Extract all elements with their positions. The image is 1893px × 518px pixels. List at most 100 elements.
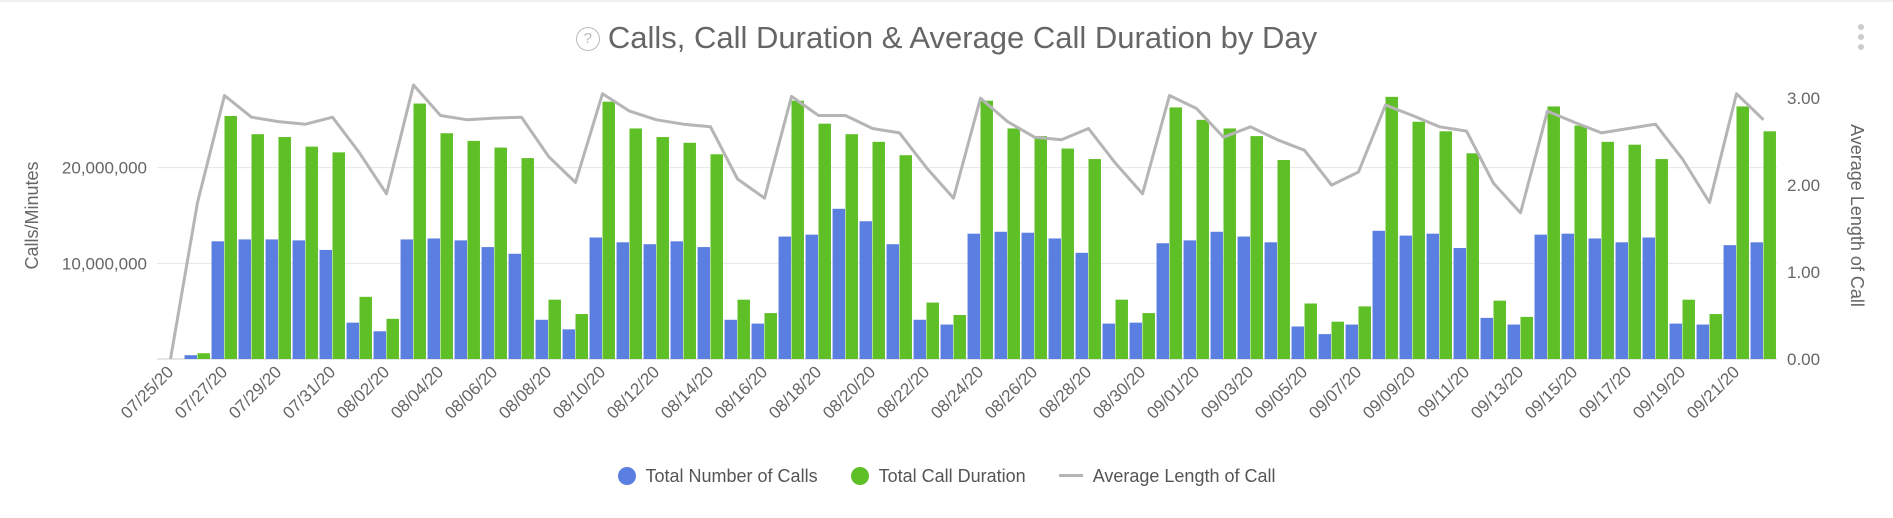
bar-total-duration	[386, 318, 399, 359]
bar-total-calls	[1507, 324, 1520, 359]
x-tick-label: 09/07/20	[1305, 362, 1365, 422]
bar-total-calls	[913, 319, 926, 359]
bar-total-calls	[805, 234, 818, 359]
bar-total-duration	[710, 154, 723, 359]
bar-total-calls	[211, 241, 224, 359]
bar-total-duration	[1709, 314, 1722, 359]
bar-total-duration	[656, 137, 669, 359]
y2-axis-title: Average Length of Call	[1847, 124, 1867, 307]
bar-total-calls	[1723, 245, 1736, 359]
x-tick-label: 08/22/20	[873, 362, 933, 422]
bar-total-calls	[643, 244, 656, 359]
legend-duration-swatch	[850, 467, 869, 485]
line-average-length	[169, 83, 1765, 360]
bar-total-duration	[1196, 119, 1209, 359]
bar-total-calls	[400, 239, 413, 359]
bar-total-duration	[872, 141, 885, 359]
bar-total-calls	[1453, 248, 1466, 359]
bar-total-duration	[1088, 159, 1101, 359]
bar-total-duration	[413, 103, 426, 359]
bar-total-calls	[562, 329, 575, 359]
bar-total-duration	[683, 142, 696, 359]
x-tick-label: 09/15/20	[1521, 362, 1581, 422]
bar-total-duration	[467, 140, 480, 359]
bar-total-calls	[1102, 323, 1115, 359]
legend-average-label: Average Length of Call	[1092, 466, 1276, 486]
bar-total-calls	[1642, 237, 1655, 359]
bar-total-duration	[1115, 299, 1128, 359]
bar-total-duration	[764, 313, 777, 359]
x-tick-label: 08/16/20	[711, 362, 771, 422]
legend-duration-label: Total Call Duration	[878, 466, 1026, 486]
bar-total-calls	[481, 247, 494, 359]
legend-calls-swatch	[617, 467, 636, 485]
bar-total-calls	[1615, 242, 1628, 359]
bar-total-duration	[926, 302, 939, 359]
bar-total-calls	[346, 322, 359, 359]
bar-total-duration	[953, 314, 966, 359]
bar-total-duration	[332, 152, 345, 359]
bar-total-duration	[1682, 299, 1695, 359]
x-tick-label: 09/17/20	[1575, 362, 1635, 422]
x-tick-label: 08/28/20	[1035, 362, 1095, 422]
bar-total-duration	[521, 158, 534, 359]
legend-item-calls[interactable]: Total Number of Calls	[617, 466, 818, 487]
bar-total-calls	[1183, 240, 1196, 359]
bar-total-calls	[1750, 242, 1763, 359]
bar-total-calls	[832, 208, 845, 359]
bar-total-duration	[1304, 303, 1317, 359]
bar-total-calls	[1534, 234, 1547, 359]
bar-total-duration	[1601, 141, 1614, 359]
x-tick-label: 08/26/20	[981, 362, 1041, 422]
bar-total-calls	[589, 237, 602, 359]
bar-total-calls	[1264, 242, 1277, 359]
bar-total-calls	[616, 242, 629, 359]
bar-total-calls	[238, 239, 251, 359]
bar-total-duration	[1169, 107, 1182, 359]
question-circle-icon[interactable]: ?	[575, 27, 600, 51]
bar-total-duration	[251, 134, 264, 359]
legend-item-average[interactable]: Average Length of Call	[1058, 466, 1276, 487]
bar-total-duration	[818, 123, 831, 359]
bar-total-duration	[197, 353, 210, 359]
bar-total-calls	[1426, 233, 1439, 359]
bar-total-calls	[427, 238, 440, 359]
bar-total-calls	[1561, 233, 1574, 359]
chart-title-row: ? Calls, Call Duration & Average Call Dur…	[0, 20, 1893, 56]
bar-total-calls	[778, 236, 791, 359]
kebab-menu-icon[interactable]	[1857, 24, 1865, 54]
bar-total-calls	[751, 323, 764, 359]
bar-total-duration	[1628, 144, 1641, 359]
bar-total-duration	[1277, 160, 1290, 359]
legend-item-duration[interactable]: Total Call Duration	[850, 466, 1026, 487]
bar-total-duration	[899, 155, 912, 359]
bar-total-calls	[1156, 243, 1169, 359]
bar-total-duration	[359, 296, 372, 359]
x-tick-label: 09/13/20	[1467, 362, 1527, 422]
bar-total-calls	[454, 240, 467, 359]
bar-total-duration	[1034, 136, 1047, 359]
x-tick-label: 08/14/20	[657, 362, 717, 422]
bar-total-duration	[575, 314, 588, 359]
bar-total-calls	[265, 239, 278, 359]
bar-total-duration	[440, 133, 453, 359]
bar-total-calls	[886, 244, 899, 359]
x-tick-label: 09/05/20	[1251, 362, 1311, 422]
bar-total-calls	[967, 233, 980, 359]
bar-total-duration	[1061, 148, 1074, 359]
x-tick-label: 08/24/20	[927, 362, 987, 422]
bar-total-duration	[1520, 316, 1533, 359]
chart-plot: 10,000,000 20,000,000 0.00 1.00 2.00 3.00 07/2…	[22, 83, 1867, 423]
bar-total-duration	[791, 100, 804, 359]
x-tick-label: 07/29/20	[225, 362, 285, 422]
bar-total-duration	[629, 128, 642, 359]
bar-total-duration	[224, 116, 237, 359]
y-tick-label: 20,000,000	[62, 159, 147, 178]
bar-total-calls	[1399, 235, 1412, 359]
bar-total-calls	[184, 355, 197, 359]
bar-total-calls	[994, 231, 1007, 359]
bar-total-calls	[1237, 236, 1250, 359]
bar-total-calls	[1021, 232, 1034, 359]
bar-total-duration	[278, 137, 291, 359]
